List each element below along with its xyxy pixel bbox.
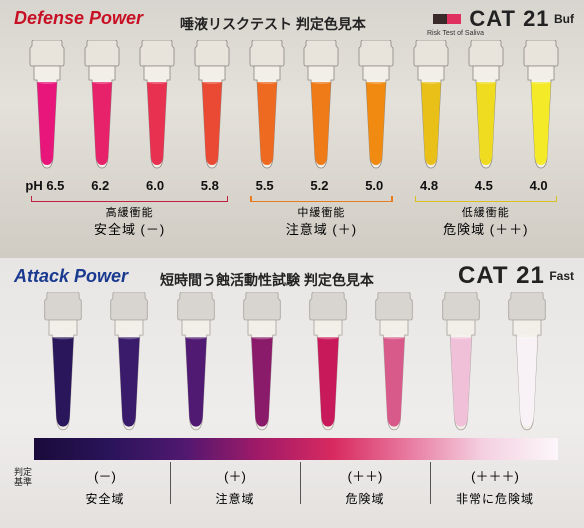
ph-label: 4.8	[420, 178, 438, 193]
swatch-row	[433, 14, 461, 24]
zone-row-attack: 安全域注意域危険域非常に危険域	[40, 490, 560, 507]
attack-title: Attack Power	[14, 266, 128, 287]
tube	[96, 292, 162, 432]
tube	[295, 292, 361, 432]
zone-bracket: .bracket[style*="#d8c020"]::before,.brac…	[415, 196, 557, 202]
zone-bracket: .bracket[style*="#c02040"]::before,.brac…	[31, 196, 228, 202]
product-block: CAT 21 Buf Risk Test of Saliva	[427, 6, 574, 37]
paren-label: (＋)	[170, 466, 300, 485]
tube	[229, 292, 295, 432]
product-name-2: CAT 21	[458, 262, 545, 290]
ph-label: 6.0	[146, 178, 164, 193]
ph-label: 5.2	[310, 178, 328, 193]
zone-label: 低緩衝能危険域 (＋＋)	[415, 206, 557, 240]
gradient-bar	[34, 438, 558, 460]
tube	[349, 40, 404, 170]
tube	[494, 292, 560, 432]
paren-label: (－)	[40, 466, 170, 485]
ph-label: 4.5	[475, 178, 493, 193]
ph-label: 6.2	[91, 178, 109, 193]
zone-bracket: .bracket[style*="#e87a20"]::before,.brac…	[250, 196, 392, 202]
zone-label: 中緩衝能注意域 (＋)	[250, 206, 392, 240]
zone-label: 注意域	[170, 490, 300, 507]
tube	[130, 40, 185, 170]
product-sub: Buf	[554, 12, 574, 26]
tube	[294, 40, 349, 170]
tube	[163, 292, 229, 432]
attack-subtitle: 短時間う蝕活動性試験 判定色見本	[160, 270, 374, 290]
tube-row-defense	[20, 40, 568, 170]
tube	[239, 40, 294, 170]
zone-label: 高緩衝能安全域 (－)	[31, 206, 228, 240]
paren-label: (＋＋＋)	[430, 466, 560, 485]
zone-label: 安全域	[40, 490, 170, 507]
product-sub-2: Fast	[549, 269, 574, 283]
swatch-2	[447, 14, 461, 24]
attack-panel: Attack Power 短時間う蝕活動性試験 判定色見本 CAT 21 Fas…	[0, 258, 584, 528]
swatch-1	[433, 14, 447, 24]
tube	[75, 40, 130, 170]
tube	[458, 40, 513, 170]
criteria-label: 判定 基準	[14, 468, 32, 488]
tube	[361, 292, 427, 432]
defense-title: Defense Power	[14, 8, 143, 29]
tube	[184, 40, 239, 170]
ph-label: 5.5	[256, 178, 274, 193]
tube	[30, 292, 96, 432]
tube	[513, 40, 568, 170]
tube-row-attack	[30, 292, 560, 432]
ph-label: 4.0	[530, 178, 548, 193]
zone-label: 危険域	[300, 490, 430, 507]
defense-panel: Defense Power 唾液リスクテスト 判定色見本 CAT 21 Buf …	[0, 0, 584, 258]
paren-label: (＋＋)	[300, 466, 430, 485]
defense-subtitle: 唾液リスクテスト 判定色見本	[180, 14, 366, 34]
zone-label: 非常に危険域	[430, 490, 560, 507]
product-tag: Risk Test of Saliva	[427, 30, 484, 37]
ph-label: pH 6.5	[25, 178, 64, 193]
product-name: CAT 21	[469, 6, 549, 32]
ph-label: 5.0	[365, 178, 383, 193]
product-block-2: CAT 21 Fast	[458, 262, 574, 290]
ph-label: 5.8	[201, 178, 219, 193]
tube	[20, 40, 75, 170]
tube	[428, 292, 494, 432]
paren-row: (－)(＋)(＋＋)(＋＋＋)	[40, 466, 560, 485]
tube	[404, 40, 459, 170]
